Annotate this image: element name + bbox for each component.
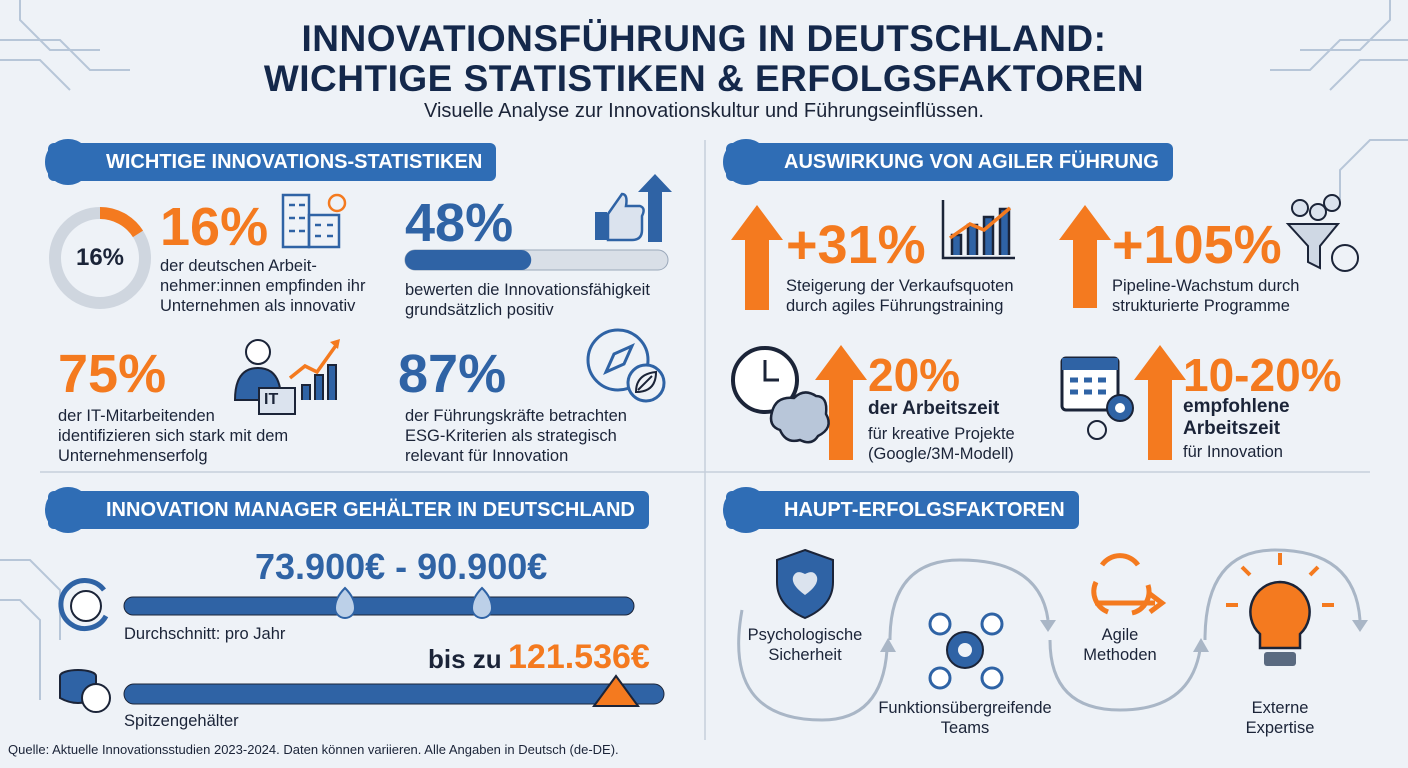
salary-range: 73.900€ - 90.900€ xyxy=(255,546,548,587)
stat-emphasis: der Arbeitszeit xyxy=(868,398,999,420)
growth-arrows xyxy=(731,205,1186,460)
text-line: identifizieren sich stark mit dem xyxy=(58,427,289,445)
progress-bar-fill xyxy=(405,250,532,270)
top-salary-bar xyxy=(123,683,665,705)
factor-label: Agile Methoden xyxy=(1065,625,1175,665)
text-line: der IT-Mitarbeitenden xyxy=(58,407,215,425)
text-line: Sicherheit xyxy=(768,646,842,664)
text-line: nehmer:innen empfinden ihr xyxy=(160,277,366,295)
thumbs-up-icon xyxy=(595,174,672,242)
stat-value: 10-20% xyxy=(1183,349,1342,401)
cycle-arcs xyxy=(737,548,1362,722)
stat-value: 75% xyxy=(58,344,167,404)
bar-chart-icon xyxy=(941,200,1015,260)
euro-cycle-icon xyxy=(58,578,109,631)
building-icon xyxy=(281,193,347,249)
text-line: Psychologische xyxy=(747,626,863,644)
factor-label: Psychologische Sicherheit xyxy=(725,625,885,665)
stat-text: Steigerung der Verkaufsquoten durch agile… xyxy=(786,276,1014,316)
stat-text: für Innovation xyxy=(1183,442,1283,462)
subtitle: Visuelle Analyse zur Innovationskultur u… xyxy=(424,100,984,122)
text-line: strukturierte Programme xyxy=(1112,297,1290,315)
text-line: für kreative Projekte xyxy=(868,425,1015,443)
text-line: Unternehmenserfolg xyxy=(58,447,208,465)
stat-text: für kreative Projekte (Google/3M-Modell) xyxy=(868,424,1015,464)
salary-prefix: bis zu xyxy=(428,644,502,674)
progress-ring-arc xyxy=(99,207,144,238)
salary-top-value: 121.536€ xyxy=(508,638,650,676)
coin-stack-icon xyxy=(59,669,111,713)
stat-text: Pipeline-Wachstum durch strukturierte Pro… xyxy=(1112,276,1299,316)
text-line: Steigerung der Verkaufsquoten xyxy=(786,277,1014,295)
text-line: Funktionsübergreifende xyxy=(878,699,1052,717)
ring-label: 16% xyxy=(75,244,125,271)
text-line: der Führungskräfte betrachten xyxy=(405,407,627,425)
stat-value: 16% xyxy=(160,197,269,257)
cycle-arrowheads xyxy=(880,620,1368,652)
stat-value: +31% xyxy=(786,215,926,275)
text-line: der deutschen Arbeit- xyxy=(160,257,317,275)
title-line: WICHTIGE STATISTIKEN & ERFOLGSFAKTOREN xyxy=(263,58,1145,99)
text-line: Arbeitszeit xyxy=(1183,418,1281,439)
footer-source: Quelle: Aktuelle Innovationsstudien 2023… xyxy=(8,742,619,757)
text-line: Unternehmen als innovativ xyxy=(160,297,356,315)
text-line: empfohlene xyxy=(1183,396,1290,417)
text-line: grundsätzlich positiv xyxy=(405,301,554,319)
text-line: bewerten die Innovationsfähigkeit xyxy=(405,281,650,299)
stat-text: der IT-Mitarbeitenden identifizieren sich… xyxy=(58,406,288,466)
text-line: der Arbeitszeit xyxy=(868,398,1000,419)
top-salary-marker xyxy=(592,674,640,707)
circuit-decor xyxy=(0,0,1408,700)
stat-text: der deutschen Arbeit-nehmer:innen empfin… xyxy=(160,256,365,316)
section-header: WICHTIGE INNOVATIONS-STATISTIKEN xyxy=(48,143,497,181)
text-line: durch agiles Führungstraining xyxy=(786,297,1004,315)
clock-brain-icon xyxy=(731,346,830,444)
calendar-gear-icon xyxy=(1060,356,1134,440)
text-line: für Innovation xyxy=(1183,443,1283,461)
text-line: relevant für Innovation xyxy=(405,447,569,465)
text-line: Pipeline-Wachstum durch xyxy=(1112,277,1300,295)
agile-cycle-icon xyxy=(1091,553,1167,616)
text-line: Agile xyxy=(1101,626,1139,644)
stat-text: der Führungskräfte betrachten ESG-Kriteri… xyxy=(405,406,627,466)
icon-label: IT xyxy=(264,391,279,408)
section-header: AUSWIRKUNG VON AGILER FÜHRUNG xyxy=(726,143,1173,181)
stat-text: bewerten die Innovationsfähigkeit grundsä… xyxy=(405,280,650,320)
text-line: Expertise xyxy=(1245,719,1315,737)
stat-emphasis: empfohlene Arbeitszeit xyxy=(1183,396,1290,440)
person-chart-icon xyxy=(233,339,340,415)
section-header: INNOVATION MANAGER GEHÄLTER IN DEUTSCHLA… xyxy=(48,491,649,529)
stat-value: 87% xyxy=(398,344,507,404)
section-header: HAUPT-ERFOLGSFAKTOREN xyxy=(726,491,1079,529)
factor-label: Funktionsübergreifende Teams xyxy=(860,698,1070,738)
text-line: Methoden xyxy=(1083,646,1157,664)
team-gear-icon xyxy=(928,612,1004,690)
salary-caption: Durchschnitt: pro Jahr xyxy=(124,625,286,643)
text-line: Externe xyxy=(1251,699,1309,717)
compass-leaf-icon xyxy=(586,328,666,403)
stat-value: +105% xyxy=(1112,215,1282,275)
text-line: ESG-Kriterien als strategisch xyxy=(405,427,617,445)
stat-value: 20% xyxy=(868,349,961,401)
stat-value: 48% xyxy=(405,193,514,253)
shield-heart-icon xyxy=(776,548,834,620)
salary-caption: Spitzengehälter xyxy=(124,712,239,730)
funnel-coins-icon xyxy=(1285,194,1359,272)
text-line: Teams xyxy=(940,719,990,737)
text-line: (Google/3M-Modell) xyxy=(868,445,1014,463)
range-markers xyxy=(333,586,494,619)
average-salary-bar xyxy=(123,596,635,616)
factor-label: Externe Expertise xyxy=(1225,698,1335,738)
lightbulb-icon xyxy=(1226,553,1334,666)
title-line: INNOVATIONSFÜHRUNG IN DEUTSCHLAND: xyxy=(301,18,1107,59)
